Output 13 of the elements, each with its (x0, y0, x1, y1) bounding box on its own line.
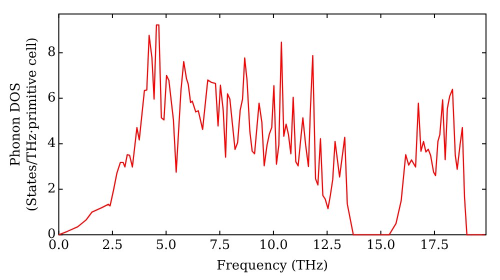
y-tick-label: 4 (47, 136, 56, 152)
y-axis-title: Phonon DOS (States/THz·primitive cell) (8, 37, 40, 212)
x-tick-label: 7.5 (209, 238, 230, 253)
x-tick-label: 10.0 (258, 238, 288, 253)
y-tick-label: 6 (47, 90, 56, 106)
x-tick-label: 2.5 (102, 238, 123, 253)
x-tick-label: 5.0 (156, 238, 176, 253)
x-tick-label: 12.5 (312, 238, 342, 253)
x-tick-label: 17.5 (420, 238, 449, 253)
y-tick-label: 8 (47, 45, 56, 60)
y-tick-label: 2 (47, 182, 56, 197)
x-axis-title: Frequency (THz) (216, 258, 328, 274)
x-tick-label: 15.0 (366, 238, 396, 253)
